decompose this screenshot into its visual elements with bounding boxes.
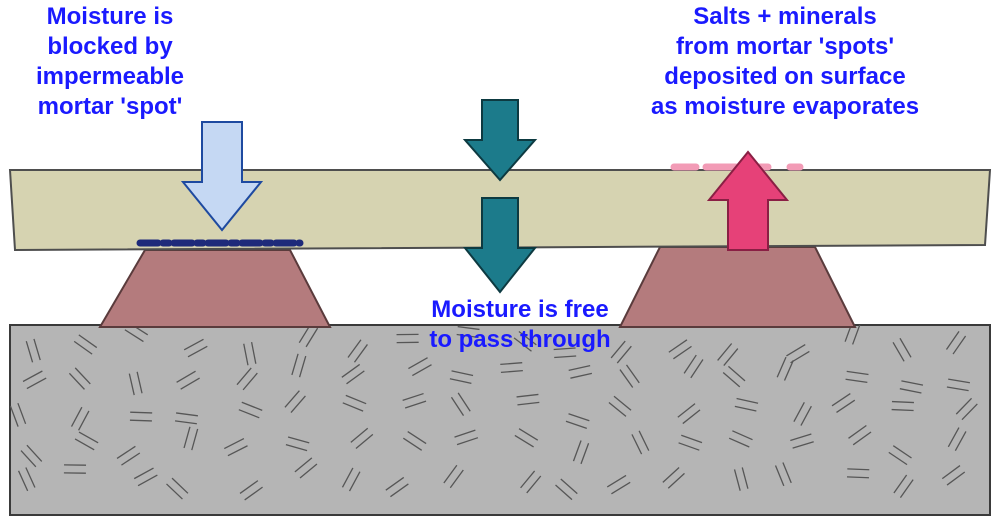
diagram-stage: Moisture is blocked by impermeable morta…	[0, 0, 1000, 528]
label-salts-deposited: Salts + minerals from mortar 'spots' dep…	[585, 2, 985, 122]
arrow-moisture-through-top	[465, 100, 535, 180]
label-moisture-free: Moisture is free to pass through	[370, 295, 670, 355]
label-moisture-blocked: Moisture is blocked by impermeable morta…	[5, 2, 215, 122]
mortar-spot-left	[100, 250, 330, 327]
